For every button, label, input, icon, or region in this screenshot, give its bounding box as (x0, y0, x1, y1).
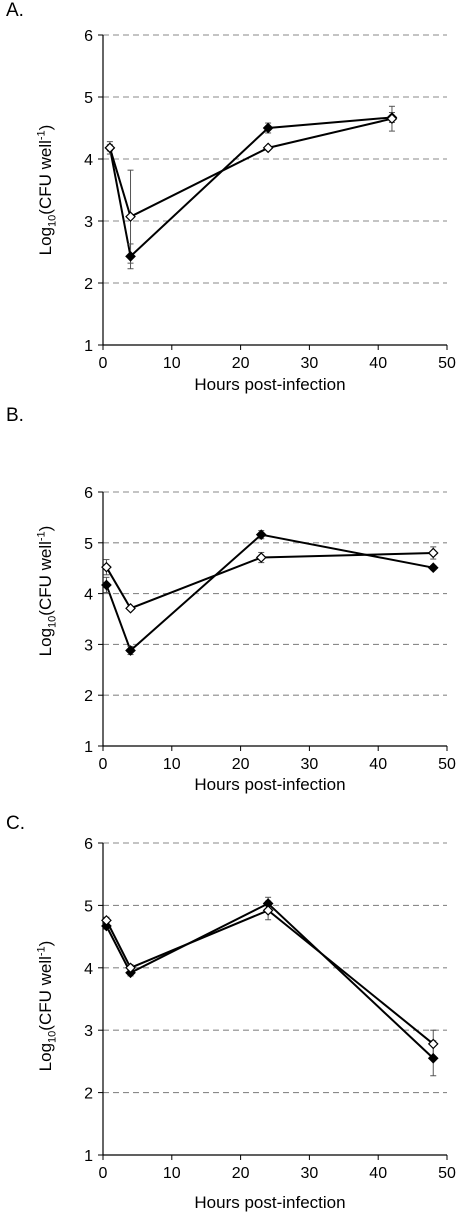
plot-area-c: 1 2 3 4 5 6 0 10 20 30 40 50 (84, 836, 456, 1182)
data-point-open-b (255, 552, 267, 563)
y-tick-label-c: 5 (84, 898, 93, 915)
y-tick-label-a: 3 (84, 214, 93, 231)
data-point-open-c (427, 1038, 439, 1050)
data-point-open-a (262, 142, 274, 154)
y-tick-label-a: 6 (84, 28, 93, 45)
y-tick-label-a: 5 (84, 90, 93, 107)
x-tick-label-c: 0 (99, 1165, 108, 1182)
x-tick-label-c: 20 (232, 1165, 250, 1182)
x-tick-label-c: 50 (438, 1165, 456, 1182)
y-tick-label-a: 4 (84, 152, 93, 169)
y-tick-label-b: 2 (84, 688, 93, 705)
data-point-open-c (125, 962, 136, 974)
x-tick-label-a: 10 (163, 355, 181, 372)
data-point-filled-a (262, 122, 274, 134)
plot-area-a: 1 2 3 4 5 6 0 10 20 30 40 50 (84, 28, 456, 372)
x-tick-label-a: 20 (232, 355, 250, 372)
series-line-filled-a (108, 116, 393, 259)
x-tick-label-b: 0 (99, 756, 108, 773)
data-point-filled-c (101, 920, 112, 932)
series-line-open-b (105, 551, 434, 610)
y-tick-label-b: 6 (84, 485, 93, 502)
x-axis-label-a: Hours post-infection (194, 375, 346, 394)
data-point-filled-b (125, 645, 136, 656)
x-tick-label-b: 50 (438, 756, 456, 773)
x-tick-label-b: 40 (369, 756, 387, 773)
series-line-open-c (105, 909, 434, 1045)
y-tick-label-b: 5 (84, 536, 93, 553)
data-point-open-b (101, 561, 112, 573)
data-point-open-c (101, 915, 112, 926)
data-point-filled-c (427, 1052, 439, 1064)
data-point-open-a (386, 113, 398, 125)
panel-label-c: C. (6, 813, 25, 834)
y-tick-label-b: 1 (84, 739, 93, 756)
data-point-open-b (125, 602, 136, 614)
y-tick-label-c: 4 (84, 961, 93, 978)
y-tick-label-b: 4 (84, 587, 93, 604)
x-tick-label-c: 10 (163, 1165, 181, 1182)
series-line-filled-b (105, 533, 434, 653)
x-tick-label-a: 50 (438, 355, 456, 372)
data-point-filled-b (427, 562, 439, 574)
y-tick-label-c: 3 (84, 1023, 93, 1040)
x-tick-label-a: 30 (301, 355, 319, 372)
x-tick-label-c: 30 (301, 1165, 319, 1182)
y-tick-label-c: 1 (84, 1148, 93, 1165)
x-tick-label-a: 0 (99, 355, 108, 372)
y-tick-label-b: 3 (84, 637, 93, 654)
data-point-open-c (262, 905, 274, 916)
y-tick-label-a: 1 (84, 338, 93, 355)
y-tick-label-a: 2 (84, 276, 93, 293)
series-line-filled-c (105, 902, 434, 1060)
x-tick-label-a: 40 (369, 355, 387, 372)
x-tick-label-b: 30 (301, 756, 319, 773)
chart-panel-c: C. Log10(CFU well-1) 1 2 3 4 5 6 0 10 20 30 40 50 H… (0, 813, 465, 1219)
y-tick-label-c: 6 (84, 836, 93, 853)
data-point-open-a (125, 211, 136, 223)
x-tick-label-c: 40 (369, 1165, 387, 1182)
chart-panel-a: A. Log10(CFU well-1) 1 2 3 4 5 6 0 10 20 30 40 50 H… (0, 0, 465, 405)
x-axis-label-b: Hours post-infection (194, 775, 346, 794)
x-tick-label-b: 20 (232, 756, 250, 773)
chart-panel-b: B. Log10(CFU well-1) 1 2 3 4 5 6 0 10 20 30 40 50 H… (0, 405, 465, 813)
x-axis-label-c: Hours post-infection (194, 1193, 346, 1212)
panel-label-a: A. (6, 0, 24, 21)
plot-area-b: 1 2 3 4 5 6 0 10 20 30 40 50 (84, 485, 456, 773)
panel-label-b: B. (6, 405, 24, 426)
data-point-open-a (104, 142, 116, 154)
data-point-open-b (427, 547, 439, 559)
data-point-filled-a (125, 250, 136, 262)
data-point-filled-b (255, 529, 267, 541)
data-point-filled-b (101, 579, 112, 591)
x-tick-label-b: 10 (163, 756, 181, 773)
y-tick-label-c: 2 (84, 1086, 93, 1103)
series-line-open-a (108, 117, 393, 219)
